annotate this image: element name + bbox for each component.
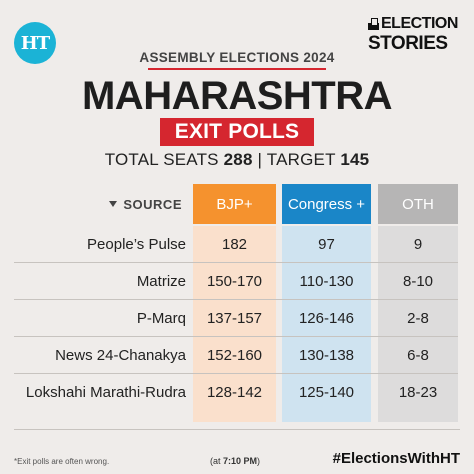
congress-header: Congress + — [282, 184, 371, 224]
exit-poll-table: People’s Pulse 182 97 9 Matrize 150-170 … — [14, 226, 458, 411]
seats-value: 288 — [223, 150, 253, 169]
bjp-column-background — [193, 226, 276, 422]
bjp-header: BJP+ — [193, 184, 276, 224]
ht-logo-text: HT — [20, 32, 50, 54]
target-value: 145 — [340, 150, 370, 169]
seats-separator: | — [257, 150, 263, 169]
source-header: SOURCE — [96, 184, 190, 224]
congress-column-background — [282, 226, 371, 422]
source-header-label: SOURCE — [123, 196, 182, 212]
oth-column-background — [378, 226, 458, 422]
bjp-value: 152-160 — [206, 346, 263, 364]
timestamp-prefix: (at — [210, 456, 221, 466]
bjp-value: 182 — [221, 235, 248, 253]
timestamp-suffix: ) — [257, 456, 261, 466]
ht-logo: HT — [14, 22, 56, 64]
bjp-value: 150-170 — [206, 272, 263, 290]
congress-value: 125-140 — [298, 384, 355, 401]
badge-line2: STORIES — [368, 33, 448, 54]
oth-value: 2-8 — [407, 309, 429, 327]
source-name: News 24-Chanakya — [55, 346, 186, 364]
congress-value: 97 — [318, 235, 335, 253]
subtitle-underline — [148, 68, 326, 70]
timestamp: (at 7:10 PM) — [210, 456, 260, 466]
sort-triangle-icon — [109, 201, 118, 207]
bjp-value: 137-157 — [206, 309, 263, 327]
oth-header: OTH — [378, 184, 458, 224]
timestamp-value: 7:10 PM — [223, 456, 258, 466]
congress-value: 110-130 — [299, 272, 354, 290]
footer-divider — [14, 429, 460, 430]
disclaimer-note: *Exit polls are often wrong. — [14, 457, 110, 466]
table-row: News 24-Chanakya 152-160 130-138 6-8 — [14, 337, 458, 374]
oth-value: 18-23 — [398, 384, 438, 401]
election-stories-badge: ELECTION STORIES — [368, 16, 460, 53]
table-row: P-Marq 137-157 126-146 2-8 — [14, 300, 458, 337]
oth-value: 6-8 — [407, 346, 429, 364]
oth-value: 8-10 — [402, 272, 434, 290]
target-label: TARGET — [266, 150, 336, 169]
ballot-box-icon — [368, 18, 379, 30]
source-name: Matrize — [136, 272, 186, 290]
source-name: P-Marq — [136, 309, 186, 327]
seats-summary: TOTAL SEATS 288 | TARGET 145 — [0, 150, 474, 170]
subtitle: ASSEMBLY ELECTIONS 2024 — [139, 50, 335, 65]
hashtag: #ElectionsWithHT — [332, 450, 460, 467]
table-row: Matrize 150-170 110-130 8-10 — [14, 263, 458, 300]
page-title: MAHARASHTRA — [81, 74, 393, 118]
source-name: Lokshahi Marathi-Rudra — [25, 384, 186, 401]
oth-value: 9 — [413, 235, 423, 253]
table-row: Lokshahi Marathi-Rudra 128-142 125-140 1… — [14, 374, 458, 411]
congress-value: 130-138 — [298, 346, 355, 364]
source-name: People’s Pulse — [87, 235, 186, 253]
exit-polls-badge: EXIT POLLS — [160, 118, 314, 146]
congress-value: 126-146 — [298, 309, 355, 327]
bjp-value: 128-142 — [206, 384, 263, 401]
badge-line1: ELECTION — [381, 15, 458, 32]
seats-label: TOTAL SEATS — [104, 150, 219, 169]
table-row: People’s Pulse 182 97 9 — [14, 226, 458, 263]
